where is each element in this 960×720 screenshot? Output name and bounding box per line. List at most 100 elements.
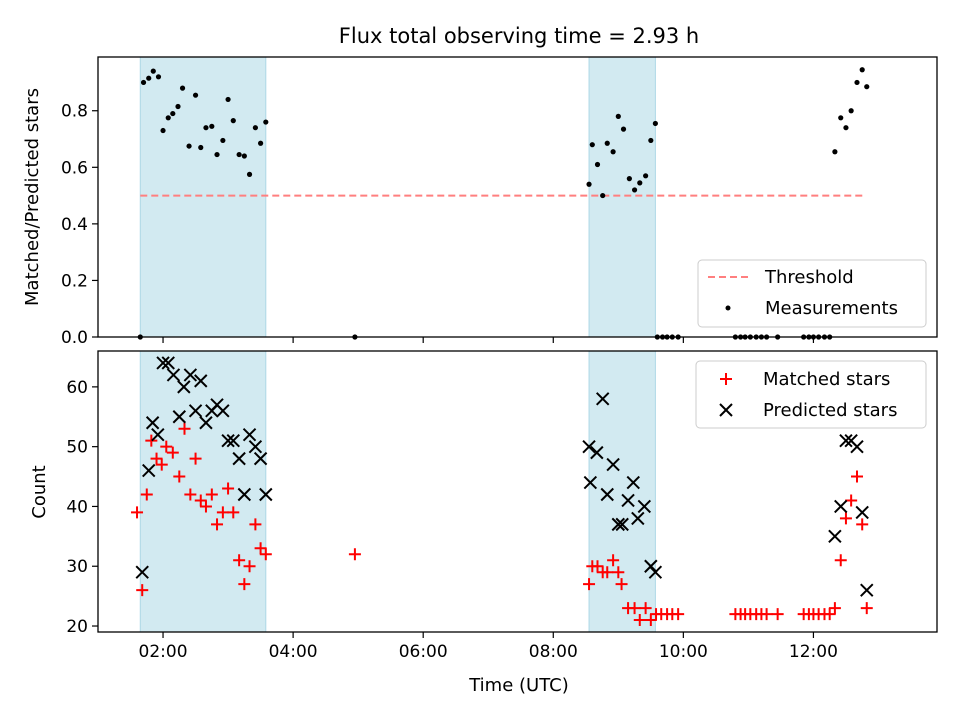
measurement-point xyxy=(832,149,838,155)
legend-measurements-swatch xyxy=(725,305,731,311)
matched-star-point xyxy=(243,560,256,573)
measurement-point xyxy=(257,140,264,146)
measurement-point xyxy=(203,125,209,131)
x-tick-label: 06:00 xyxy=(399,642,448,662)
y-tick-label: 20 xyxy=(66,617,88,637)
measurement-point xyxy=(859,67,865,73)
matched-star-point xyxy=(259,548,272,561)
bottom-plot-frame xyxy=(97,350,938,633)
predicted-star-point xyxy=(172,410,187,424)
measurement-point xyxy=(170,110,176,117)
predicted-star-point xyxy=(177,380,191,394)
predicted-star-point xyxy=(839,433,853,448)
predicted-star-point xyxy=(183,368,198,382)
predicted-star-point xyxy=(855,505,869,520)
predicted-star-point xyxy=(259,487,273,502)
measurement-point xyxy=(146,75,152,81)
measurement-point xyxy=(610,149,616,155)
matched-star-point xyxy=(860,602,873,615)
matched-star-point xyxy=(145,434,158,447)
predicted-star-point xyxy=(151,427,165,442)
matched-star-point xyxy=(173,470,186,483)
predicted-star-point xyxy=(860,583,874,597)
measurement-point xyxy=(155,74,162,80)
measurement-point xyxy=(140,79,147,86)
measurement-point xyxy=(838,115,844,121)
bottom-y-ticks: 20 30 40 50 60 xyxy=(66,378,98,637)
predicted-star-point xyxy=(600,487,614,502)
matched-star-point xyxy=(249,518,262,531)
matched-star-point xyxy=(238,578,251,591)
top-plot-frame xyxy=(97,56,938,338)
predicted-star-point xyxy=(582,439,596,454)
predicted-stars-points xyxy=(135,356,874,597)
measurement-point xyxy=(864,84,870,90)
predicted-star-point xyxy=(834,499,848,514)
matched-star-point xyxy=(771,608,784,621)
measurement-point xyxy=(179,85,186,91)
predicted-star-point xyxy=(615,517,629,532)
measurement-point xyxy=(209,123,215,129)
matched-star-point xyxy=(856,518,869,531)
x-tick-label: 10:00 xyxy=(659,642,708,662)
measurement-point xyxy=(843,125,849,131)
matched-star-point xyxy=(131,506,144,519)
x-tick-label: 02:00 xyxy=(139,642,188,662)
x-tick-label: 08:00 xyxy=(529,642,578,662)
predicted-star-point xyxy=(242,427,257,442)
predicted-star-point xyxy=(145,416,160,430)
measurement-point xyxy=(263,119,269,125)
predicted-star-point xyxy=(142,463,156,478)
matched-star-point xyxy=(140,488,153,501)
predicted-star-point xyxy=(611,517,626,532)
measurement-point xyxy=(652,120,658,127)
predicted-star-point xyxy=(248,439,263,454)
matched-star-point xyxy=(189,452,202,465)
legend-measurements-label: Measurements xyxy=(765,298,898,319)
matched-star-point xyxy=(591,560,604,573)
matched-star-point xyxy=(607,554,620,567)
predicted-star-point xyxy=(253,451,268,466)
matched-star-point xyxy=(216,506,229,519)
matched-star-point xyxy=(839,512,852,525)
shaded-interval xyxy=(139,56,267,338)
matched-star-point xyxy=(348,548,361,561)
measurement-point xyxy=(594,161,601,168)
measurement-point xyxy=(198,144,204,151)
top-x-ticks xyxy=(162,337,815,343)
chart-title: Flux total observing time = 2.93 h xyxy=(339,24,699,48)
y-tick-label: 40 xyxy=(66,497,88,517)
y-tick-label: 30 xyxy=(66,557,88,577)
measurement-point xyxy=(246,171,253,177)
matched-star-point xyxy=(639,602,652,615)
matched-star-point xyxy=(199,500,212,513)
predicted-star-point xyxy=(631,511,645,526)
bottom-legend: Matched stars Predicted stars xyxy=(695,360,927,429)
predicted-star-point xyxy=(648,565,663,579)
matched-star-point xyxy=(184,488,197,501)
measurement-point xyxy=(848,108,854,114)
measurement-point xyxy=(643,173,649,179)
predicted-star-point xyxy=(621,493,635,508)
y-tick-label: 60 xyxy=(66,378,88,398)
measurement-point xyxy=(648,137,654,144)
matched-star-point xyxy=(601,566,614,579)
matched-star-point xyxy=(834,554,847,567)
measurement-point xyxy=(589,142,595,148)
measurement-point xyxy=(626,176,632,182)
predicted-star-point xyxy=(135,565,149,579)
matched-star-point xyxy=(760,608,773,621)
measurement-point xyxy=(620,126,627,132)
predicted-star-point xyxy=(194,374,208,388)
bottom-x-ticks: 02:00 04:00 06:00 08:00 10:00 12:00 xyxy=(139,632,838,662)
matched-star-point xyxy=(233,554,246,567)
matched-star-point xyxy=(160,440,173,453)
top-legend-box xyxy=(697,259,927,328)
top-y-ticks: 0.0 0.2 0.4 0.6 0.8 xyxy=(61,102,98,348)
y-tick-label: 50 xyxy=(66,438,88,458)
predicted-star-point xyxy=(226,433,240,448)
matched-star-point xyxy=(851,470,864,483)
measurement-point xyxy=(586,181,592,187)
measurement-point xyxy=(241,153,247,159)
predicted-star-point xyxy=(166,368,181,382)
